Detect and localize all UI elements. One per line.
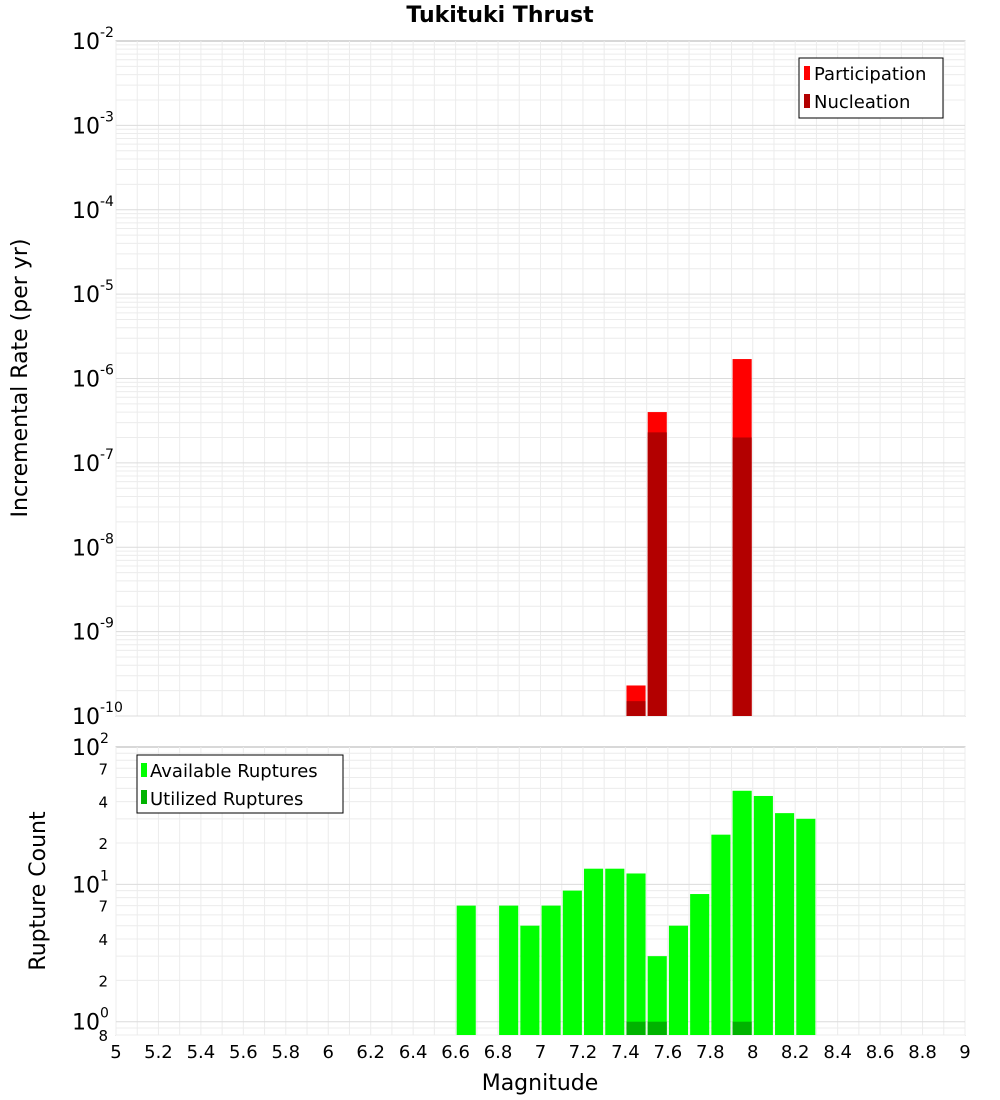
count-panel: 100 101 102 8 2 4 7 2 4 7 5 5.2 5.4 5.6 5.8 6 6.2 6.4 6.6… [26,731,971,1096]
nucleation-bar [626,701,646,716]
y-minor-tick-label: 8 [98,1027,108,1045]
y-minor-tick-label: 2 [98,972,108,990]
available-rupture-bar [520,925,540,1035]
count-y-axis-label: Rupture Count [26,811,51,971]
x-tick-label: 9 [959,1042,970,1063]
x-tick-label: 5.8 [271,1042,300,1063]
x-axis-label: Magnitude [482,1071,599,1096]
available-rupture-bar [456,905,476,1035]
x-tick-label: 8.4 [823,1042,852,1063]
x-tick-label: 5.2 [144,1042,173,1063]
rate-y-axis-label: Incremental Rate (per yr) [8,239,33,518]
y-minor-tick-label: 7 [98,760,108,778]
x-tick-label: 7.4 [611,1042,640,1063]
x-tick-label: 7 [535,1042,546,1063]
available-rupture-bar [541,905,561,1035]
available-rupture-bar [499,905,519,1035]
nucleation-bar [732,437,752,716]
utilized-rupture-bar [732,1021,752,1035]
y-tick-label: 102 [72,731,109,761]
x-tick-label: 7.8 [696,1042,725,1063]
y-minor-tick-label: 7 [98,898,108,916]
legend-swatch-available [141,763,147,777]
available-rupture-bar [690,894,710,1035]
x-tick-label: 6.2 [356,1042,385,1063]
chart-title: Tukituki Thrust [406,3,594,28]
rate-panel: 10-10 10-9 10-8 10-7 10-6 10-5 10-4 10-3 10-2 In… [8,25,966,730]
available-rupture-bar [732,790,752,1035]
x-tick-label: 5.6 [229,1042,258,1063]
count-legend: Available Ruptures Utilized Ruptures [136,754,344,814]
available-rupture-bar [775,813,795,1035]
y-tick-label: 10-7 [72,447,114,477]
legend-label-available: Available Ruptures [150,761,318,782]
x-tick-label: 6 [323,1042,334,1063]
available-rupture-bar [605,868,625,1035]
available-rupture-bar [584,868,604,1035]
y-tick-label: 10-2 [72,25,114,55]
x-tick-label: 7.2 [569,1042,598,1063]
x-tick-label: 8.2 [781,1042,810,1063]
available-rupture-bar [668,925,689,1035]
y-tick-label: 10-6 [72,363,114,393]
y-tick-label: 10-3 [72,109,114,139]
y-tick-label: 10-4 [72,194,114,224]
legend-swatch-nucleation [804,94,810,108]
x-tick-label: 8 [747,1042,758,1063]
available-rupture-bar [626,873,646,1035]
y-tick-label: 101 [72,868,109,898]
x-tick-label: 8.8 [908,1042,937,1063]
available-rupture-bar [562,890,582,1035]
x-tick-label: 6.8 [484,1042,513,1063]
available-rupture-bar [711,834,731,1035]
y-minor-tick-label: 4 [98,931,108,949]
available-rupture-bar [753,795,773,1035]
utilized-rupture-bar [647,1021,667,1035]
legend-label-nucleation: Nucleation [814,92,910,113]
rate-legend: Participation Nucleation [798,57,944,119]
legend-label-participation: Participation [814,64,926,85]
legend-label-utilized: Utilized Ruptures [150,789,303,810]
x-tick-label: 6.6 [441,1042,470,1063]
available-rupture-bar [647,956,667,1035]
y-minor-tick-label: 2 [98,835,108,853]
legend-swatch-participation [804,66,810,80]
utilized-rupture-bar [626,1021,646,1035]
y-tick-label: 10-10 [72,700,123,730]
legend-swatch-utilized [141,790,147,804]
x-tick-label: 7.6 [654,1042,683,1063]
x-tick-label: 8.6 [866,1042,895,1063]
x-tick-label: 6.4 [399,1042,428,1063]
x-tick-label: 5 [110,1042,121,1063]
y-tick-label: 10-8 [72,531,114,561]
y-tick-label: 100 [72,1006,109,1036]
y-minor-tick-label: 4 [98,794,108,812]
x-tick-label: 5.4 [187,1042,216,1063]
available-rupture-bar [796,818,816,1035]
y-tick-label: 10-9 [72,616,114,646]
nucleation-bar [647,432,667,716]
y-tick-label: 10-5 [72,278,114,308]
